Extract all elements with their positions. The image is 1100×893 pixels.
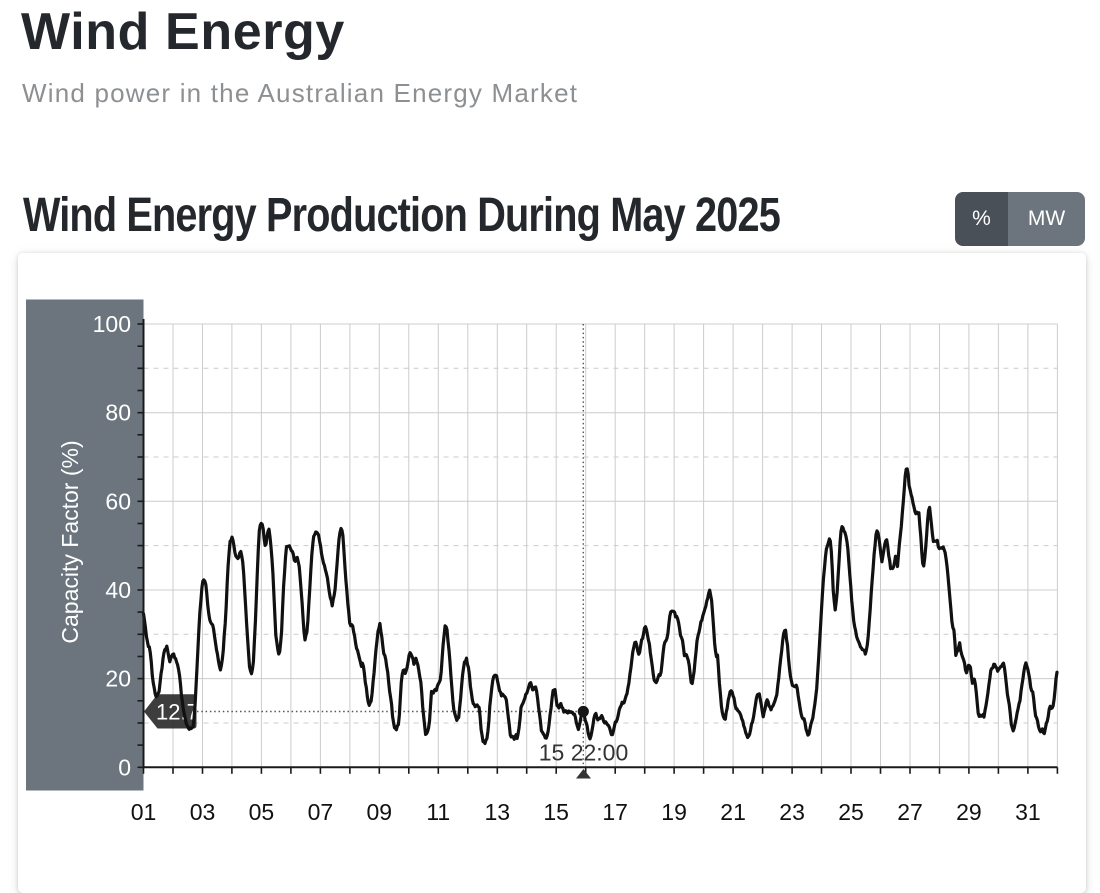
svg-text:15 22:00: 15 22:00 — [539, 740, 629, 766]
svg-text:0: 0 — [118, 754, 131, 780]
svg-text:29: 29 — [956, 799, 982, 825]
svg-text:09: 09 — [367, 799, 393, 825]
svg-text:Capacity Factor (%): Capacity Factor (%) — [57, 440, 83, 643]
svg-text:17: 17 — [602, 799, 628, 825]
svg-text:25: 25 — [838, 799, 864, 825]
svg-text:15: 15 — [543, 799, 569, 825]
svg-text:12.7: 12.7 — [156, 700, 199, 725]
svg-text:20: 20 — [105, 666, 131, 692]
svg-text:60: 60 — [105, 488, 131, 514]
svg-text:05: 05 — [249, 799, 275, 825]
svg-text:11: 11 — [426, 799, 450, 825]
svg-text:03: 03 — [190, 799, 216, 825]
svg-text:100: 100 — [93, 311, 131, 337]
svg-text:07: 07 — [308, 799, 334, 825]
svg-text:01: 01 — [131, 799, 157, 825]
svg-text:19: 19 — [661, 799, 687, 825]
svg-text:27: 27 — [897, 799, 923, 825]
svg-text:21: 21 — [720, 799, 746, 825]
svg-text:23: 23 — [779, 799, 805, 825]
svg-text:40: 40 — [105, 577, 131, 603]
svg-text:80: 80 — [105, 400, 131, 426]
svg-text:13: 13 — [485, 799, 511, 825]
svg-text:31: 31 — [1015, 799, 1041, 825]
